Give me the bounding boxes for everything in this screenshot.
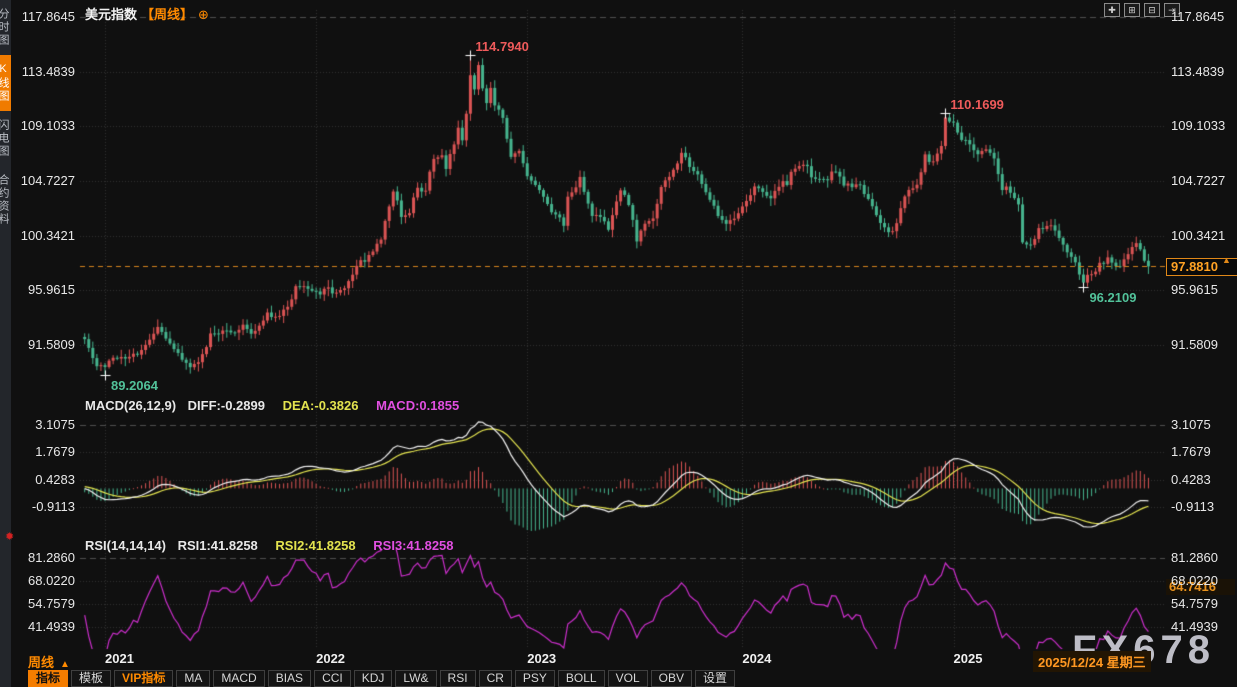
price-axis-tick-left: 91.5809 xyxy=(28,337,75,352)
price-axis-tick-left: 100.3421 xyxy=(20,228,75,243)
toolbar-button-PSY[interactable]: PSY xyxy=(514,670,555,687)
x-axis-year-2024: 2024 xyxy=(742,651,772,666)
price-axis-tick-left: 109.1033 xyxy=(20,118,75,133)
extreme-annotation-3: 89.2064 xyxy=(111,377,158,393)
rsi-axis-tick-right: 68.0220 xyxy=(1171,573,1218,588)
rsi-axis-tick-right: 41.4939 xyxy=(1171,619,1218,634)
last-price-box: 97.8810 xyxy=(1166,258,1237,276)
macd-axis-tick-left: 0.4283 xyxy=(35,472,75,487)
toolbar-button-LW&[interactable]: LW& xyxy=(395,670,437,687)
timeframe-tag[interactable]: 【周线】 xyxy=(141,7,194,22)
macd-diff-value: DIFF:-0.2899 xyxy=(187,398,265,413)
toolbar-button-模板[interactable]: 模板 xyxy=(71,670,112,687)
macd-axis-tick-right: 1.7679 xyxy=(1171,444,1211,459)
price-axis-tick-right: 100.3421 xyxy=(1171,228,1226,243)
extreme-annotation-2: 96.2109 xyxy=(1089,290,1137,306)
rsi-axis-tick-left: 54.7579 xyxy=(28,596,75,611)
price-axis-tick-right: 117.8645 xyxy=(1171,9,1225,24)
toolbar-button-CCI[interactable]: CCI xyxy=(314,670,351,687)
price-axis-tick-right: 91.5809 xyxy=(1171,337,1218,352)
live-record-icon: ✹ xyxy=(5,531,15,543)
pan-icon[interactable]: ✚ xyxy=(1104,3,1120,17)
rsi-axis-tick-right: 81.2860 xyxy=(1171,550,1218,565)
left-sidebar: 分时图 K线图闪电图合约资料 xyxy=(0,0,11,687)
dropdown-arrow-icon: ▲ xyxy=(60,659,70,670)
toolbar-button-指标[interactable]: 指标 xyxy=(28,670,69,687)
price-axis-tick-right: 104.7227 xyxy=(1171,173,1226,188)
price-axis-tick-left: 113.4839 xyxy=(21,64,75,79)
macd-axis-tick-left: 1.7679 xyxy=(35,444,75,459)
macd-axis-tick-left: 3.1075 xyxy=(35,417,75,432)
period-dropdown-label: 周线 xyxy=(28,655,55,670)
toolbar-button-CR[interactable]: CR xyxy=(478,670,512,687)
toolbar-button-RSI[interactable]: RSI xyxy=(439,670,476,687)
macd-macd-value: MACD:0.1855 xyxy=(376,398,460,413)
macd-name-label: MACD(26,12,9) xyxy=(85,398,177,413)
price-axis-tick-right: 113.4839 xyxy=(1171,64,1225,79)
price-axis-tick-left: 104.7227 xyxy=(20,173,75,188)
macd-axis-tick-right: 3.1075 xyxy=(1171,417,1211,432)
macd-axis-tick-right: 0.4283 xyxy=(1171,472,1211,487)
price-line-marker: ▲ xyxy=(1222,255,1231,265)
x-axis-year-2025: 2025 xyxy=(953,651,983,666)
toolbar-button-MA[interactable]: MA xyxy=(176,670,211,687)
scale-right-icon[interactable]: ⊟ xyxy=(1144,3,1160,17)
rsi-axis-tick-left: 81.2860 xyxy=(28,550,75,565)
x-axis-year-2022: 2022 xyxy=(316,651,346,666)
period-dropdown[interactable]: 周线 ▲ xyxy=(28,652,70,671)
rsi2-value: RSI2:41.8258 xyxy=(275,538,356,553)
rsi-label-row: RSI(14,14,14) RSI1:41.8258 RSI2:41.8258 … xyxy=(85,538,454,553)
shift-right-icon[interactable]: ⇥ xyxy=(1164,3,1180,17)
rsi3-value: RSI3:41.8258 xyxy=(373,538,454,553)
rsi-axis-tick-left: 68.0220 xyxy=(28,573,75,588)
toolbar-button-KDJ[interactable]: KDJ xyxy=(353,670,393,687)
price-axis-tick-right: 95.9615 xyxy=(1171,282,1218,297)
toolbar-button-BOLL[interactable]: BOLL xyxy=(557,670,605,687)
rsi1-value: RSI1:41.8258 xyxy=(177,538,258,553)
toolbar-button-VIP指标[interactable]: VIP指标 xyxy=(114,670,174,687)
macd-dea-value: DEA:-0.3826 xyxy=(282,398,359,413)
toolbar-button-设置[interactable]: 设置 xyxy=(694,670,735,687)
chart-toolbox: ✚ ⊞ ⊟ ⇥ xyxy=(1104,3,1180,17)
rsi-value-box: 64.7416 xyxy=(1166,579,1235,595)
macd-axis-tick-right: -0.9113 xyxy=(1171,499,1215,514)
toolbar-button-VOL[interactable]: VOL xyxy=(607,670,648,687)
toolbar-button-MACD[interactable]: MACD xyxy=(213,670,265,687)
sidebar-item-0[interactable]: 分时图 xyxy=(0,8,9,47)
extreme-annotation-0: 114.7940 xyxy=(475,39,529,55)
x-axis-year-2021: 2021 xyxy=(105,651,134,666)
sidebar-item-2[interactable]: 闪电图 xyxy=(0,119,9,158)
macd-label-row: MACD(26,12,9) DIFF:-0.2899 DEA:-0.3826 M… xyxy=(85,398,459,413)
indicator-toolbar: 指标 模板 VIP指标 MA MACD BIAS CCI KDJ LW& RSI CR PSY BOLL… xyxy=(28,670,735,687)
scale-left-icon[interactable]: ⊞ xyxy=(1124,3,1140,17)
toolbar-button-OBV[interactable]: OBV xyxy=(650,670,692,687)
macd-axis-tick-left: -0.9113 xyxy=(31,499,75,514)
symbol-name: 美元指数 xyxy=(85,7,138,22)
extreme-annotation-1: 110.1699 xyxy=(950,97,1004,113)
sidebar-item-1[interactable]: K线图 xyxy=(0,55,11,111)
toolbar-button-BIAS[interactable]: BIAS xyxy=(267,670,312,687)
rsi-axis-tick-right: 54.7579 xyxy=(1171,596,1218,611)
price-axis-tick-right: 109.1033 xyxy=(1171,118,1226,133)
add-indicator-icon[interactable]: ⊕ xyxy=(198,7,209,22)
x-axis-year-2023: 2023 xyxy=(527,651,557,666)
sidebar-item-3[interactable]: 合约资料 xyxy=(0,174,9,226)
crosshair-date-box: 2025/12/24 星期三 xyxy=(1033,651,1151,672)
rsi-name-label: RSI(14,14,14) xyxy=(85,538,166,553)
price-axis-tick-left: 95.9615 xyxy=(28,282,75,297)
rsi-axis-tick-left: 41.4939 xyxy=(28,619,75,634)
chart-title: 美元指数 【周线】 ⊕ xyxy=(85,4,209,24)
price-axis-tick-left: 117.8645 xyxy=(21,9,75,24)
